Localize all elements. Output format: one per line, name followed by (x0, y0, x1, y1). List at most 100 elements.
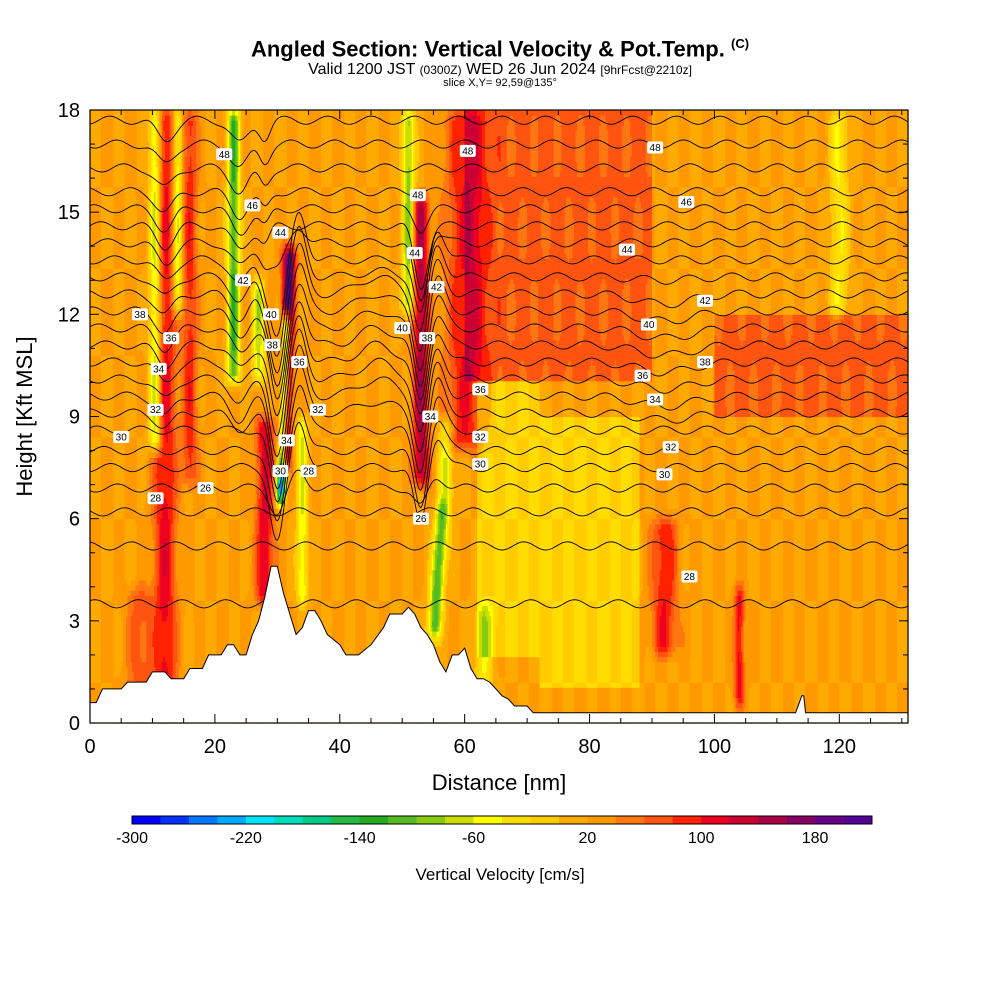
vv-cell (739, 595, 742, 617)
vv-cell (669, 523, 672, 617)
vv-cell (622, 110, 625, 126)
vv-cell (616, 682, 619, 688)
vv-cell (282, 110, 285, 188)
vv-cell (697, 682, 700, 724)
vv-cell (701, 110, 705, 188)
vv-cell (422, 488, 425, 494)
vv-cell (196, 488, 199, 520)
vv-cell (656, 661, 659, 683)
vv-cell (125, 436, 129, 520)
vv-cell (764, 416, 767, 438)
vv-cell (424, 625, 427, 632)
vv-cell (202, 426, 205, 520)
vv-cell (736, 416, 739, 438)
vv-cell (584, 600, 588, 683)
vv-cell (734, 314, 737, 418)
vv-cell (239, 110, 243, 193)
vv-cell (433, 110, 436, 494)
vv-cell (163, 498, 166, 540)
vv-cell (372, 110, 375, 188)
vv-cell (527, 436, 530, 520)
vv-cell (698, 186, 701, 269)
vv-cell (283, 110, 286, 188)
vv-cell (642, 682, 645, 724)
vv-cell (253, 273, 257, 285)
vv-cell (730, 360, 733, 418)
vv-cell (441, 641, 444, 683)
vv-cell (525, 253, 528, 372)
vv-cell (556, 416, 559, 438)
vv-cell (286, 319, 289, 326)
vv-cell (701, 518, 705, 601)
vv-cell (488, 186, 491, 269)
vv-cell (99, 110, 102, 188)
vv-cell (680, 682, 683, 724)
vv-cell (475, 110, 478, 121)
vv-cell (736, 595, 739, 699)
vv-cell (609, 687, 612, 724)
vv-cell (477, 120, 480, 178)
vv-cell (439, 110, 442, 198)
vv-cell (630, 110, 633, 137)
vv-cell (154, 115, 157, 193)
vv-cell (152, 150, 155, 203)
vv-cell (484, 518, 488, 596)
vv-cell (541, 416, 544, 438)
vv-cell (244, 600, 247, 683)
vv-cell (130, 579, 133, 591)
vv-cell (620, 416, 623, 438)
vv-cell (219, 350, 222, 438)
vv-cell (321, 518, 324, 601)
vv-cell (136, 186, 139, 275)
vv-cell (583, 518, 586, 601)
vv-cell (150, 442, 154, 448)
vv-cell (442, 610, 445, 637)
vv-cell (189, 135, 193, 157)
vv-cell (233, 273, 236, 351)
vv-cell (430, 636, 433, 642)
vv-cell (703, 518, 706, 601)
vv-cell (196, 600, 199, 683)
vv-cell (228, 375, 232, 382)
vv-cell (202, 258, 205, 367)
vv-cell (541, 682, 544, 688)
vv-cell (731, 436, 734, 520)
vv-cell (778, 600, 781, 683)
vv-cell (194, 360, 197, 433)
vv-cell (286, 508, 289, 520)
vv-cell (370, 186, 374, 269)
vv-cell (587, 110, 591, 203)
vv-cell (570, 436, 573, 520)
vv-cell (720, 314, 723, 341)
vv-cell (553, 416, 556, 438)
vv-cell (349, 355, 352, 438)
vv-cell (442, 426, 445, 448)
vv-cell (559, 687, 563, 724)
vv-cell (280, 304, 283, 315)
vv-cell (478, 115, 481, 213)
vv-cell (737, 585, 740, 591)
vv-cell (143, 191, 146, 269)
vv-cell (441, 431, 444, 453)
vv-cell (246, 273, 249, 346)
vv-cell (375, 518, 378, 601)
vv-cell (577, 176, 580, 285)
vv-cell (464, 436, 467, 443)
vv-cell (722, 436, 725, 520)
vv-cell (700, 110, 703, 188)
vv-cell (720, 416, 723, 438)
vv-cell (608, 687, 611, 724)
vv-cell (669, 682, 672, 724)
vv-cell (253, 503, 257, 601)
vv-cell (346, 355, 349, 438)
vv-cell (464, 278, 467, 346)
vv-cell (335, 518, 338, 601)
vv-cell (239, 436, 243, 520)
vv-cell (779, 600, 783, 683)
vv-cell (297, 406, 300, 418)
vv-cell (575, 687, 578, 724)
vv-cell (285, 110, 288, 188)
vv-cell (719, 110, 722, 188)
vv-cell (113, 605, 116, 678)
vv-cell (433, 636, 436, 642)
